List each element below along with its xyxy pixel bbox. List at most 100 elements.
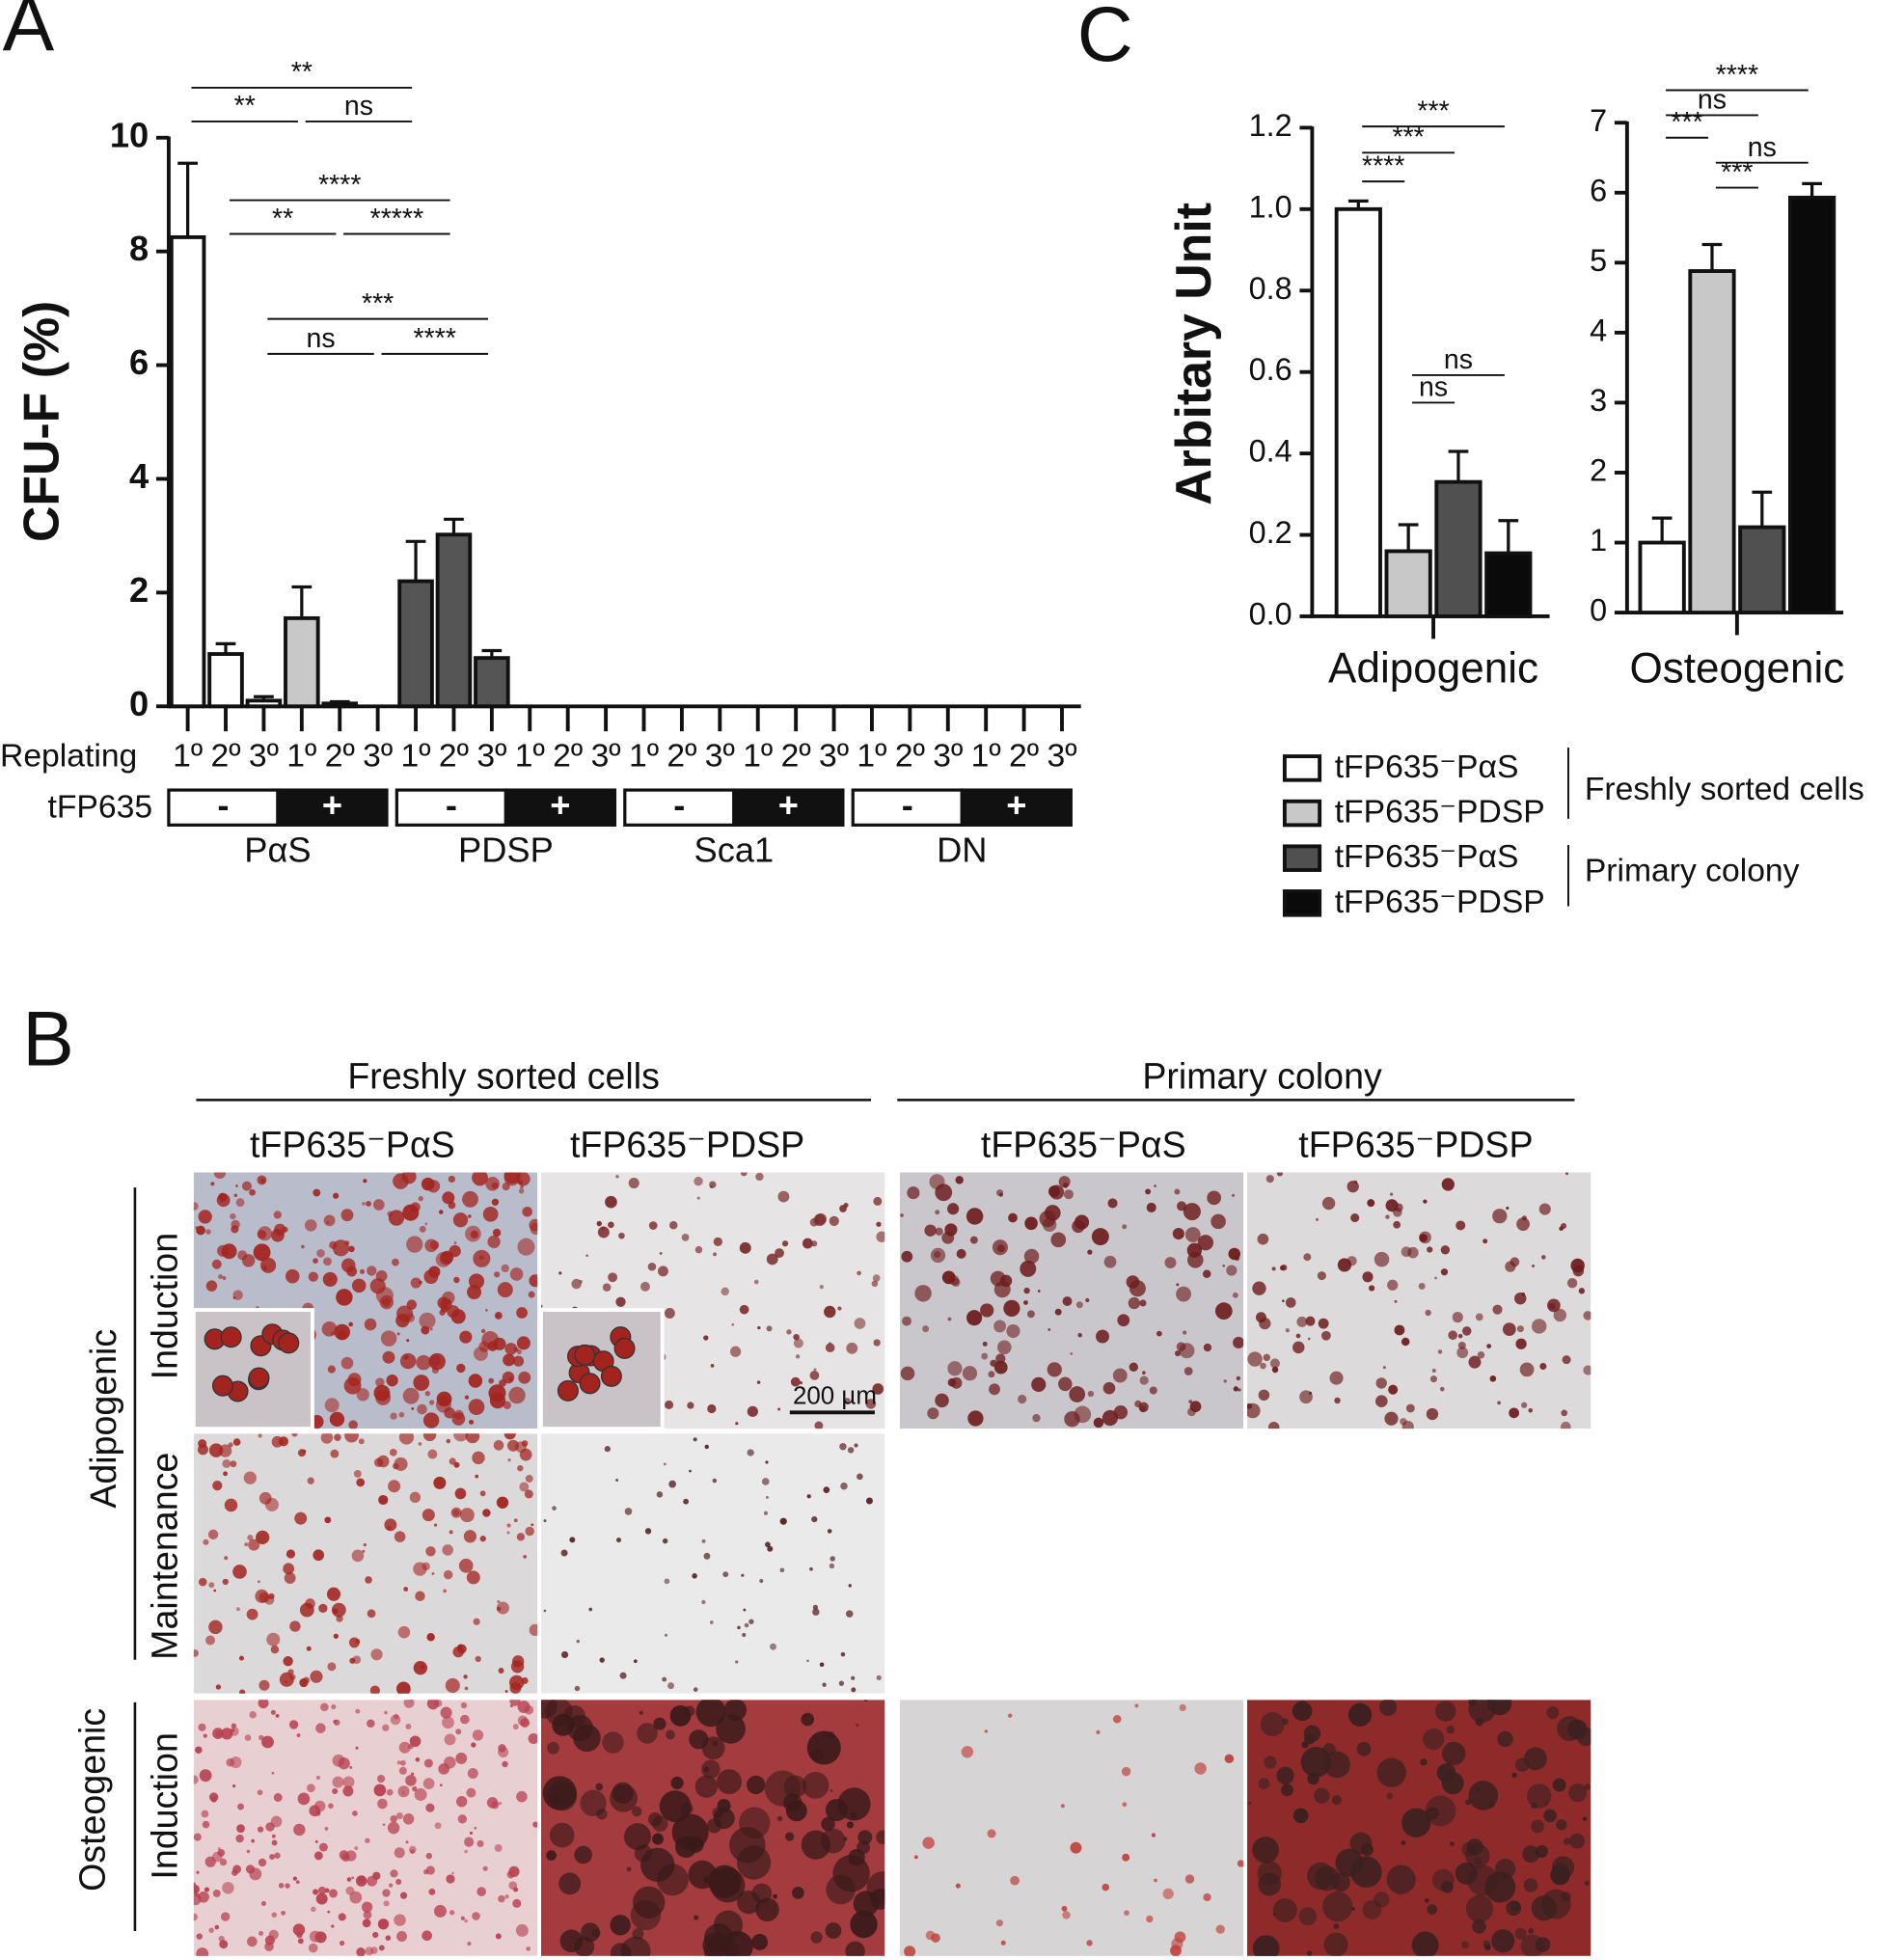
cell	[993, 1281, 1011, 1298]
cell	[429, 1327, 433, 1331]
cell	[306, 1646, 312, 1651]
cell	[1184, 1874, 1195, 1884]
cell	[1149, 1386, 1157, 1395]
cell	[840, 1651, 846, 1657]
cell	[837, 1787, 871, 1821]
cell	[825, 1922, 842, 1939]
cell	[703, 1766, 710, 1773]
cell	[631, 1806, 642, 1817]
y-tick-label: 7	[1590, 103, 1607, 138]
cell	[668, 1480, 677, 1488]
cell	[1539, 1362, 1547, 1371]
cell	[857, 1473, 863, 1481]
cell	[1139, 1299, 1147, 1307]
cell	[1117, 1314, 1130, 1327]
cell	[324, 1398, 340, 1413]
cell	[460, 1714, 470, 1725]
cell	[998, 1192, 1003, 1197]
x-tick-label: 2º	[325, 738, 355, 774]
cell	[442, 1544, 453, 1556]
cell	[1331, 1795, 1342, 1806]
cell	[947, 1317, 952, 1321]
cell	[1505, 1261, 1516, 1272]
cell	[382, 1889, 391, 1897]
cell	[249, 1867, 262, 1881]
cell	[258, 1930, 264, 1936]
cell	[332, 1776, 344, 1788]
cell	[1362, 1900, 1382, 1919]
cell	[1401, 1337, 1410, 1347]
cell	[569, 1537, 576, 1543]
cell	[476, 1839, 484, 1848]
x-tick-label: 1º	[629, 738, 659, 774]
cell	[348, 1321, 354, 1327]
cell	[402, 1791, 405, 1794]
cell	[464, 1919, 468, 1923]
x-tick-label: 1º	[401, 738, 431, 774]
cell	[1477, 1351, 1485, 1359]
cell	[520, 1184, 524, 1189]
cell	[605, 1195, 617, 1209]
cell	[1189, 1401, 1202, 1413]
cell	[442, 1716, 454, 1729]
micrograph	[1247, 1172, 1591, 1429]
cell	[253, 1243, 271, 1262]
cell	[366, 1201, 372, 1207]
cell	[258, 1734, 264, 1741]
cell	[422, 1509, 435, 1522]
cell	[704, 1444, 709, 1450]
cell	[409, 1491, 422, 1504]
marker-sign: +	[550, 785, 570, 825]
cell	[1356, 1741, 1372, 1756]
cell	[465, 1433, 480, 1444]
cell	[1032, 1414, 1041, 1423]
cell	[1179, 1343, 1195, 1359]
cell	[907, 1186, 920, 1200]
cell	[526, 1946, 530, 1951]
cell	[249, 1710, 257, 1719]
cell	[579, 1373, 601, 1395]
cell	[378, 1494, 389, 1506]
cell	[349, 1891, 363, 1904]
cell	[545, 1700, 573, 1727]
row-label: Replating	[0, 738, 137, 774]
cell	[1506, 1900, 1522, 1917]
cell	[474, 1826, 477, 1830]
cell	[1465, 1799, 1471, 1806]
cell	[333, 1192, 340, 1199]
cell	[307, 1477, 314, 1484]
cell	[1307, 1337, 1311, 1341]
cell	[372, 1199, 385, 1211]
cell	[1122, 1802, 1128, 1808]
cell	[342, 1785, 354, 1797]
bar	[1434, 479, 1483, 618]
cell	[363, 1542, 367, 1547]
micrograph-bg	[1247, 1172, 1591, 1429]
cell	[1521, 1215, 1527, 1221]
cell	[273, 1793, 283, 1802]
cell	[1224, 1754, 1235, 1764]
cell	[193, 1833, 202, 1841]
cell	[405, 1724, 412, 1729]
cell	[467, 1941, 472, 1946]
cell	[324, 1516, 332, 1524]
cell	[413, 1375, 430, 1391]
cell	[231, 1723, 237, 1729]
cell	[212, 1728, 224, 1739]
cell	[739, 1241, 751, 1254]
x-tick-label: 1º	[857, 738, 886, 774]
cell	[378, 1945, 385, 1951]
cell	[386, 1525, 393, 1531]
cell	[375, 1269, 388, 1282]
significance-label: ****	[318, 170, 361, 201]
cell	[258, 1679, 270, 1691]
cell	[467, 1285, 482, 1300]
cell	[1322, 1892, 1353, 1922]
cell	[279, 1672, 294, 1687]
cell	[215, 1684, 222, 1690]
cell	[857, 1270, 861, 1276]
cell	[351, 1278, 367, 1293]
cell	[499, 1378, 506, 1387]
cell	[1074, 1214, 1090, 1230]
cell	[721, 1287, 729, 1296]
